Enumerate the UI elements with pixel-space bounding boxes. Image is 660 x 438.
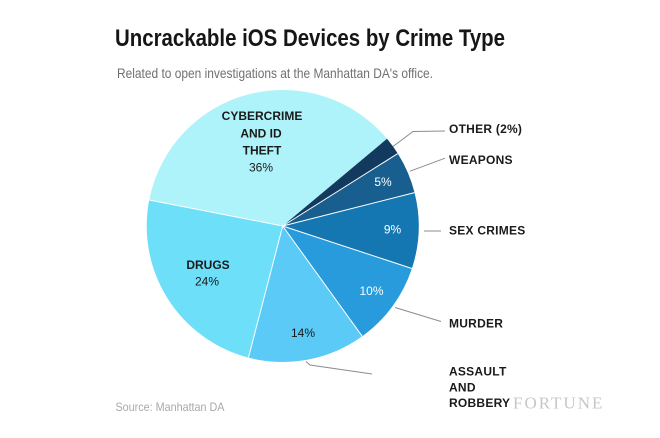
svg-text:5%: 5% [374,175,392,189]
svg-text:24%: 24% [195,275,219,289]
svg-text:OTHER (2%): OTHER (2%) [449,122,522,136]
svg-text:ASSAULT: ASSAULT [449,365,507,379]
svg-text:36%: 36% [249,160,273,174]
svg-text:WEAPONS: WEAPONS [449,153,513,167]
svg-text:Source: Manhattan DA: Source: Manhattan DA [116,400,225,414]
svg-text:14%: 14% [291,326,315,340]
svg-text:CYBERCRIME: CYBERCRIME [222,109,303,123]
svg-text:FORTUNE: FORTUNE [513,394,604,413]
svg-text:AND: AND [449,380,476,394]
svg-text:10%: 10% [359,284,383,298]
svg-text:Related to open investigations: Related to open investigations at the Ma… [117,65,433,81]
svg-text:AND ID: AND ID [240,126,282,140]
svg-text:DRUGS: DRUGS [186,258,229,272]
svg-text:9%: 9% [384,222,402,236]
svg-text:THEFT: THEFT [243,143,282,157]
svg-text:SEX CRIMES: SEX CRIMES [449,224,526,238]
svg-text:Uncrackable iOS Devices by Cri: Uncrackable iOS Devices by Crime Type [115,25,505,52]
svg-text:ROBBERY: ROBBERY [449,396,510,410]
svg-text:MURDER: MURDER [449,316,503,330]
